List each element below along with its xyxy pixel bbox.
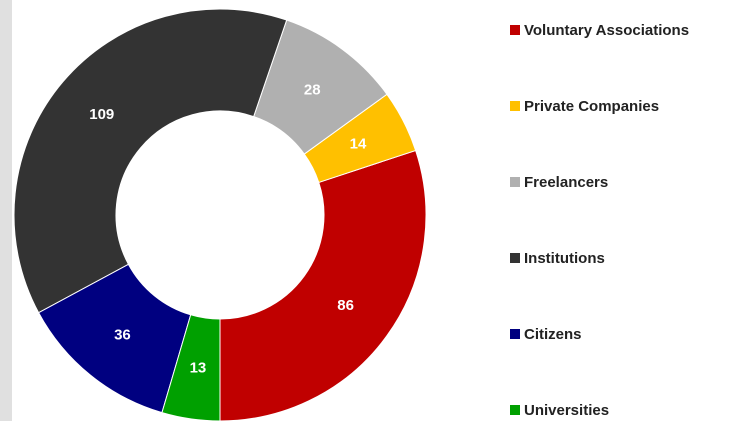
legend-swatch xyxy=(510,253,520,263)
legend-label: Voluntary Associations xyxy=(524,22,689,39)
data-label: 13 xyxy=(190,359,207,376)
legend-label: Universities xyxy=(524,402,609,419)
donut-slice xyxy=(219,149,427,421)
legend-swatch xyxy=(510,25,520,35)
legend-label: Institutions xyxy=(524,250,605,267)
data-label: 36 xyxy=(114,326,131,343)
legend-label: Private Companies xyxy=(524,98,659,115)
legend-label: Freelancers xyxy=(524,174,608,191)
side-strip xyxy=(0,0,12,421)
data-label: 86 xyxy=(337,297,354,314)
legend-label: Citizens xyxy=(524,326,582,343)
donut-slice xyxy=(161,314,221,421)
legend-swatch xyxy=(510,329,520,339)
data-label: 14 xyxy=(350,135,367,152)
data-label: 28 xyxy=(304,81,321,98)
legend-swatch xyxy=(510,101,520,111)
legend-swatch xyxy=(510,405,520,415)
donut-slice xyxy=(13,8,288,314)
legend-swatch xyxy=(510,177,520,187)
data-label: 109 xyxy=(89,106,114,123)
